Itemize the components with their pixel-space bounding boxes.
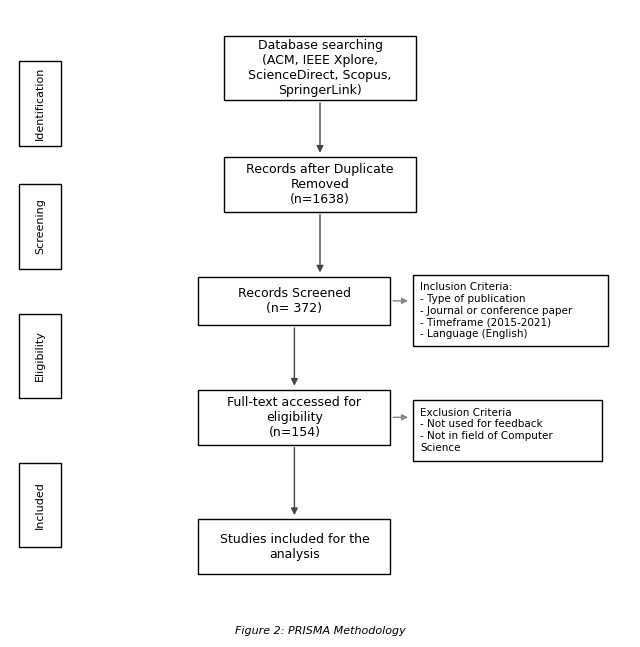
Text: Studies included for the
analysis: Studies included for the analysis	[220, 532, 369, 561]
Bar	[413, 399, 602, 461]
Bar	[19, 463, 61, 547]
Text: Screening: Screening	[35, 199, 45, 254]
Text: Figure 2: PRISMA Methodology: Figure 2: PRISMA Methodology	[235, 626, 405, 636]
Text: Records after Duplicate
Removed
(n=1638): Records after Duplicate Removed (n=1638)	[246, 163, 394, 206]
Text: Inclusion Criteria:
- Type of publication
- Journal or conference paper
- Timefr: Inclusion Criteria: - Type of publicatio…	[420, 282, 573, 339]
Bar	[19, 314, 61, 398]
Text: Eligibility: Eligibility	[35, 331, 45, 381]
Bar	[19, 61, 61, 146]
Bar	[198, 389, 390, 445]
Text: Identification: Identification	[35, 67, 45, 140]
Bar	[198, 519, 390, 575]
Bar	[413, 275, 608, 346]
Text: Included: Included	[35, 481, 45, 529]
Text: Database searching
(ACM, IEEE Xplore,
ScienceDirect, Scopus,
SpringerLink): Database searching (ACM, IEEE Xplore, Sc…	[248, 39, 392, 97]
Bar	[19, 184, 61, 269]
Bar	[224, 157, 416, 212]
Text: Records Screened
(n= 372): Records Screened (n= 372)	[238, 287, 351, 315]
Text: Exclusion Criteria
- Not used for feedback
- Not in field of Computer
Science: Exclusion Criteria - Not used for feedba…	[420, 408, 553, 453]
Text: Full-text accessed for
eligibility
(n=154): Full-text accessed for eligibility (n=15…	[227, 396, 362, 439]
Bar	[198, 277, 390, 325]
Bar	[224, 36, 416, 100]
